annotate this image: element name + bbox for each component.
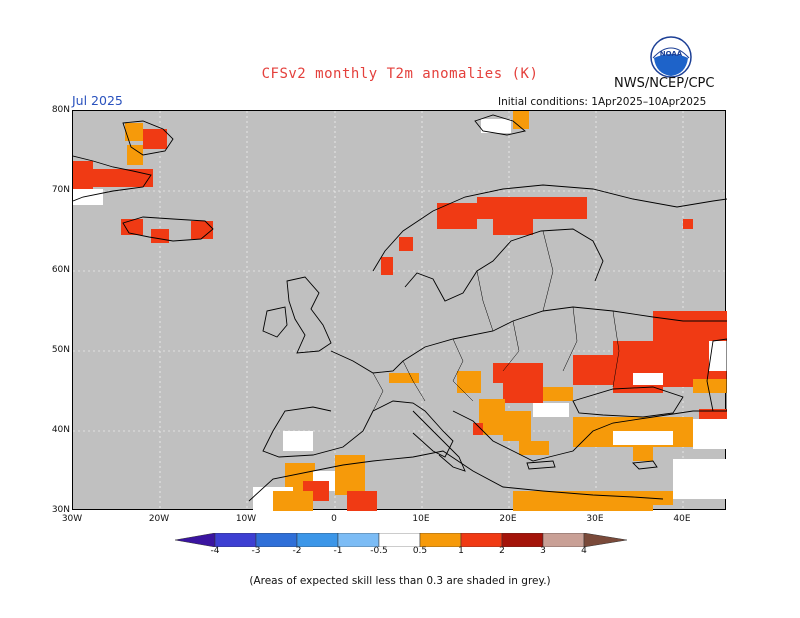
colorbar-swatch	[378, 533, 421, 547]
colorbar-swatch	[542, 533, 585, 547]
colorbar-swatch	[296, 533, 339, 547]
colorbar-label: -1	[333, 546, 343, 556]
colorbar-label: 1	[458, 546, 464, 556]
lon-label-40e: 40E	[673, 514, 691, 524]
lon-label-10w: 10W	[235, 514, 257, 524]
lon-label-0: 0	[331, 514, 337, 524]
colorbar-arrow-right	[583, 533, 627, 547]
anomaly-patches	[73, 111, 727, 511]
lon-label-30e: 30E	[586, 514, 604, 524]
lat-label-60n: 60N	[51, 265, 70, 275]
colorbar-swatch	[255, 533, 298, 547]
noaa-logo: NOAA	[650, 36, 692, 78]
forecast-month: Jul 2025	[72, 93, 123, 108]
colorbar-swatch	[419, 533, 462, 547]
initial-conditions: Initial conditions: 1Apr2025–10Apr2025	[498, 96, 707, 108]
lat-label-80n: 80N	[51, 105, 70, 115]
colorbar-swatch	[501, 533, 544, 547]
lat-label-70n: 70N	[51, 185, 70, 195]
lat-label-40n: 40N	[51, 425, 70, 435]
colorbar-label: 0.5	[412, 546, 428, 556]
colorbar	[175, 533, 627, 547]
colorbar-label: -3	[251, 546, 261, 556]
agency-label: NWS/NCEP/CPC	[614, 76, 715, 91]
colorbar-swatch	[214, 533, 257, 547]
lon-label-20e: 20E	[499, 514, 517, 524]
colorbar-label: 2	[499, 546, 505, 556]
svg-text:NOAA: NOAA	[660, 50, 683, 58]
lon-label-10e: 10E	[412, 514, 430, 524]
colorbar-arrow-left	[175, 533, 216, 547]
lat-label-50n: 50N	[51, 345, 70, 355]
colorbar-label: -4	[210, 546, 220, 556]
colorbar-label: 4	[581, 546, 587, 556]
lat-label-30n: 30N	[51, 505, 70, 515]
colorbar-label: -2	[292, 546, 302, 556]
colorbar-label: -0.5	[370, 546, 388, 556]
map-canvas	[73, 111, 727, 511]
anomaly-map	[72, 110, 727, 511]
colorbar-swatch	[460, 533, 503, 547]
borders	[372, 230, 620, 412]
colorbar-label: 3	[540, 546, 546, 556]
colorbar-swatch	[337, 533, 380, 547]
graticule	[73, 111, 727, 511]
lon-label-30w: 30W	[61, 514, 83, 524]
chart-title: CFSv2 monthly T2m anomalies (K)	[261, 66, 539, 82]
lon-label-20w: 20W	[148, 514, 170, 524]
skill-footnote: (Areas of expected skill less than 0.3 a…	[249, 575, 551, 587]
